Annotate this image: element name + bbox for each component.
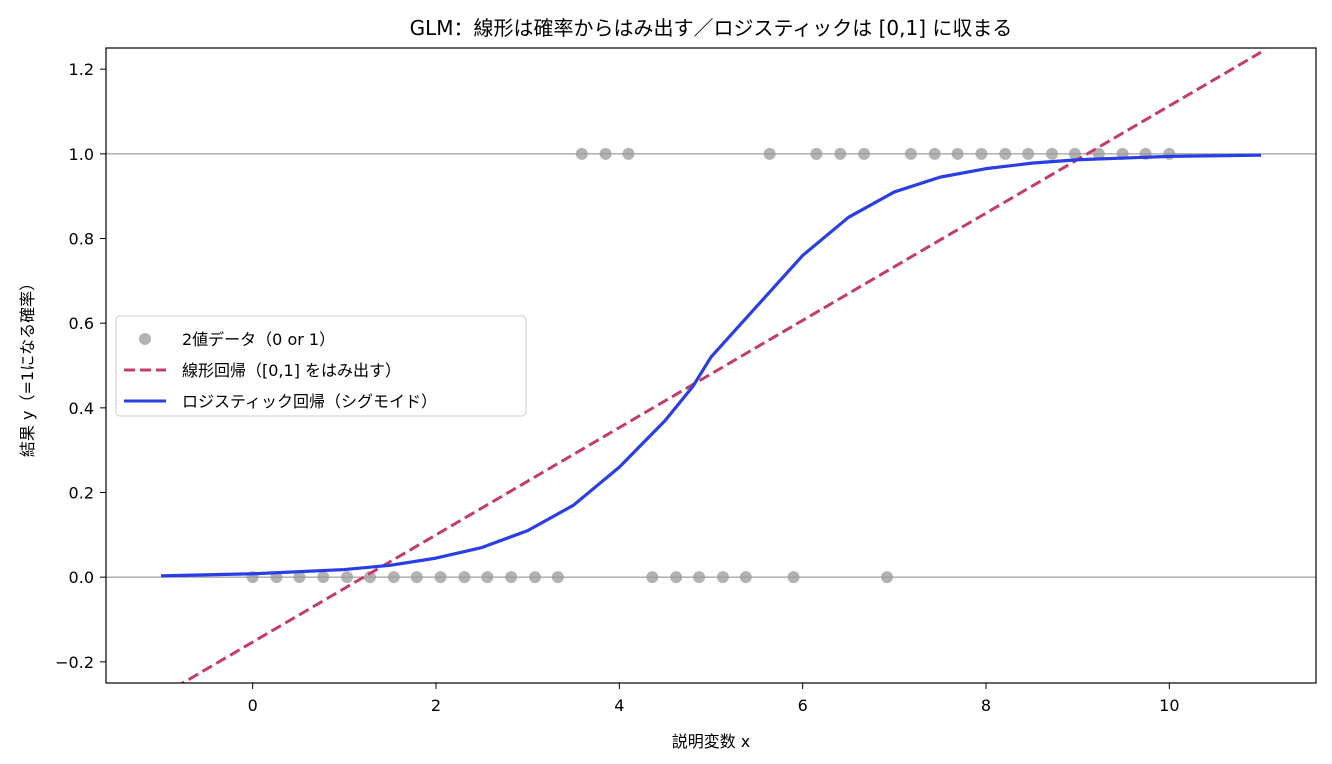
data-point <box>951 147 964 160</box>
y-tick-label: 1.2 <box>69 60 94 79</box>
data-point <box>387 571 400 584</box>
logistic-regression-curve <box>160 153 1262 578</box>
legend-label: 2値データ（0 or 1） <box>182 330 335 349</box>
y-tick-label: 0.4 <box>69 399 94 418</box>
data-point <box>599 147 612 160</box>
legend: 2値データ（0 or 1） 線形回帰（[0,1] をはみ出す） ロジスティック回帰（… <box>115 315 527 417</box>
data-point <box>575 147 588 160</box>
x-tick-label: 0 <box>248 696 258 715</box>
legend-label: ロジスティック回帰（シグモイド） <box>182 392 437 411</box>
data-point <box>739 571 752 584</box>
reference-lines <box>106 153 1316 578</box>
data-point <box>904 147 917 160</box>
data-point <box>1092 147 1105 160</box>
data-point <box>787 571 800 584</box>
x-axis-title: 説明変数 x <box>672 732 751 751</box>
data-point <box>481 571 494 584</box>
data-point <box>763 147 776 160</box>
y-tick-label: 0.2 <box>69 484 94 503</box>
y-axis-title: 結果 y（=1になる確率） <box>18 275 37 457</box>
y-tick-label: 1.0 <box>69 145 94 164</box>
data-point <box>999 147 1012 160</box>
x-tick-label: 6 <box>798 696 808 715</box>
data-point <box>317 571 330 584</box>
legend-box <box>115 315 527 417</box>
y-tick-label: 0.0 <box>69 568 94 587</box>
x-tick-label: 8 <box>981 696 991 715</box>
data-point <box>434 571 447 584</box>
chart-title: GLM：線形は確率からはみ出す／ロジスティックは [0,1] に収まる <box>410 16 1013 40</box>
y-axis: −0.2 0.0 0.2 0.4 0.6 0.8 1.0 1.2 <box>55 60 106 672</box>
data-point <box>975 147 988 160</box>
plot-area <box>105 47 1317 684</box>
x-tick-label: 2 <box>431 696 441 715</box>
data-point <box>881 571 893 584</box>
data-point <box>1022 147 1035 160</box>
data-point <box>551 571 564 584</box>
series-layer <box>160 50 1262 683</box>
data-point <box>505 571 518 584</box>
x-tick-label: 4 <box>614 696 624 715</box>
data-point <box>928 147 941 160</box>
data-point <box>341 571 354 584</box>
data-point <box>410 571 423 584</box>
y-tick-label: 0.8 <box>69 230 94 249</box>
x-tick-label: 10 <box>1159 696 1179 715</box>
data-point <box>364 571 376 584</box>
data-point <box>810 147 823 160</box>
x-axis: 0 2 4 6 8 10 <box>248 683 1180 715</box>
data-point <box>670 571 683 584</box>
data-point <box>1046 147 1058 160</box>
plot-frame <box>105 47 1317 684</box>
data-point <box>1068 147 1081 160</box>
data-point <box>716 571 729 584</box>
data-point <box>834 147 847 160</box>
scatter-series <box>246 147 1176 584</box>
data-point <box>458 571 471 584</box>
data-point <box>858 147 871 160</box>
y-tick-label: 0.6 <box>69 314 94 333</box>
data-point <box>622 147 635 160</box>
data-point <box>693 571 706 584</box>
data-point <box>646 571 659 584</box>
legend-label: 線形回帰（[0,1] をはみ出す） <box>182 361 401 380</box>
data-point <box>293 571 306 584</box>
y-tick-label: −0.2 <box>55 653 94 672</box>
legend-items: 2値データ（0 or 1） 線形回帰（[0,1] をはみ出す） ロジスティック回帰（… <box>124 330 437 411</box>
legend-marker-scatter <box>139 333 151 345</box>
data-point <box>529 571 541 584</box>
